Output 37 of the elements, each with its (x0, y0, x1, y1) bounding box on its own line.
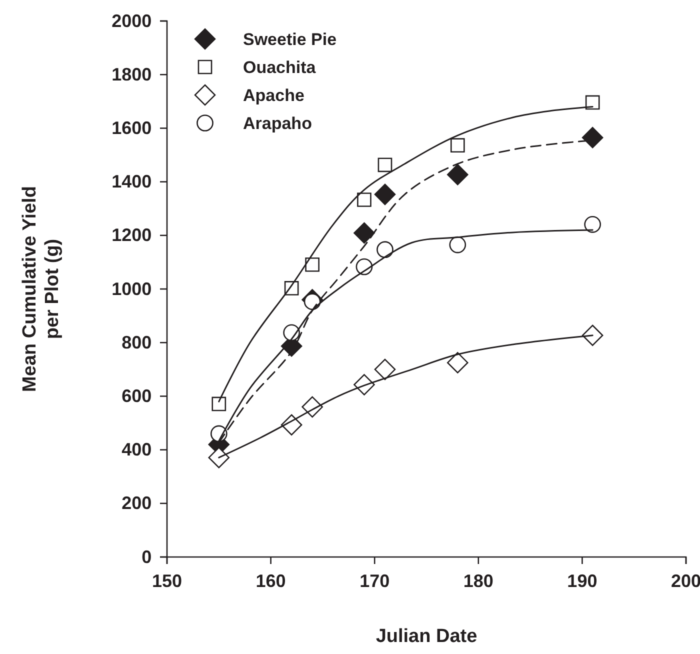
point (582, 126, 604, 148)
x-tick-label: 190 (567, 570, 598, 591)
point (446, 164, 468, 186)
y-tick-label: 800 (122, 332, 152, 352)
x-tick-label: 150 (152, 570, 182, 591)
legend-label: Apache (243, 86, 304, 105)
y-axis-title: Mean Cumulative Yield per Plot (g) (19, 186, 64, 392)
point (378, 158, 392, 172)
legend-label: Sweetie Pie (243, 30, 337, 49)
point (208, 446, 230, 468)
x-tick-label: 170 (360, 570, 390, 591)
x-axis-title: Julian Date (376, 626, 478, 647)
y-tick-label: 1400 (112, 172, 152, 192)
y-tick-label: 400 (122, 440, 152, 460)
y-tick-label: 600 (122, 386, 152, 406)
point (374, 184, 396, 206)
point (354, 222, 375, 244)
point (585, 95, 600, 110)
x-tick-label: 160 (256, 570, 286, 591)
point (450, 138, 465, 153)
y-tick-label: 1800 (112, 64, 152, 84)
point (374, 358, 396, 380)
point (357, 192, 372, 207)
point (212, 396, 226, 412)
y-tick-label: 2000 (112, 10, 152, 31)
y-tick-label: 1000 (112, 278, 152, 299)
x-tick-label: 180 (463, 570, 494, 591)
y-tick-label: 1600 (112, 118, 152, 138)
legend-label: Ouachita (243, 58, 316, 77)
legend-label: Arapaho (243, 114, 312, 133)
y-tick-label: 1200 (112, 225, 152, 246)
x-tick-label: 200 (670, 570, 700, 591)
point (446, 352, 468, 374)
point (305, 257, 320, 272)
y-tick-label: 0 (142, 546, 152, 567)
point (582, 324, 604, 346)
y-tick-label: 200 (122, 493, 152, 514)
